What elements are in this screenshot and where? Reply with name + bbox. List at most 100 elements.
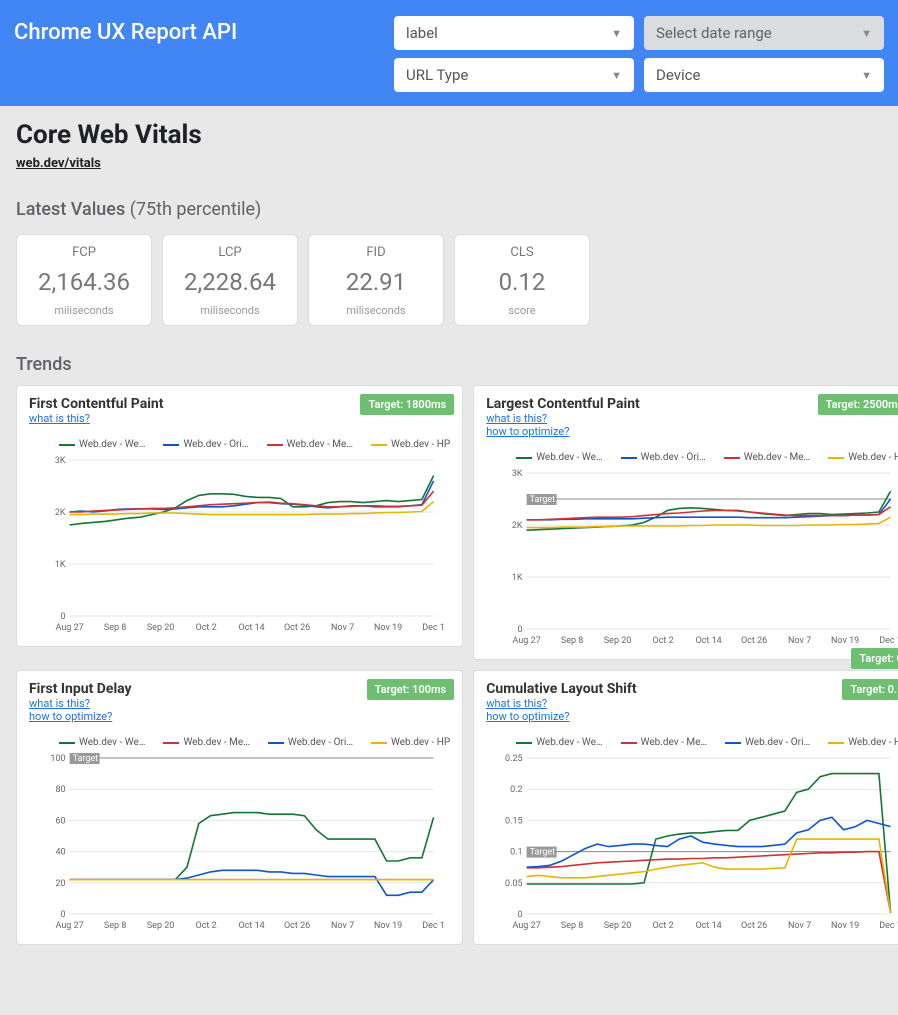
chart-svg-fcp: 01K2K3KAug 27Sep 8Sep 20Oct 2Oct 14Oct 2…: [29, 454, 450, 634]
metric-cards: FCP2,164.36milisecondsLCP2,228.64milisec…: [16, 234, 882, 326]
page-link[interactable]: web.dev/vitals: [16, 156, 101, 171]
svg-text:Sep 8: Sep 8: [561, 921, 583, 931]
svg-text:0.05: 0.05: [505, 879, 523, 889]
latest-sub: (75th percentile): [130, 199, 262, 220]
content: Core Web Vitals web.dev/vitals Latest Va…: [0, 106, 898, 965]
svg-text:Oct 14: Oct 14: [238, 623, 264, 633]
chart-legend: Web.dev - We…Web.dev - Ori…Web.dev - Me……: [516, 452, 898, 463]
svg-text:Nov 19: Nov 19: [831, 921, 859, 931]
select-3[interactable]: Device▼: [644, 58, 884, 92]
chevron-down-icon: ▼: [611, 27, 622, 40]
target-badge: Target: 100ms: [367, 679, 454, 700]
chart-card-cls: Target: 0.1 Cumulative Layout Shift what…: [473, 670, 898, 945]
target-badge: Target: 0.1: [851, 648, 898, 669]
svg-text:Oct 2: Oct 2: [653, 921, 674, 931]
charts-grid: Target: 1800ms First Contentful Paint wh…: [16, 385, 882, 945]
chart-link[interactable]: how to optimize?: [486, 425, 898, 438]
svg-text:Dec 1: Dec 1: [422, 623, 445, 633]
svg-text:2K: 2K: [55, 508, 66, 518]
chart-svg-cls: 00.050.10.150.20.25Aug 27Sep 8Sep 20Oct …: [486, 752, 898, 932]
svg-text:Sep 8: Sep 8: [104, 921, 126, 931]
chevron-down-icon: ▼: [861, 27, 872, 40]
svg-text:Aug 27: Aug 27: [513, 636, 541, 646]
svg-text:Oct 2: Oct 2: [196, 921, 217, 931]
metric-card-fid: FID22.91miliseconds: [308, 234, 444, 326]
svg-text:Aug 27: Aug 27: [513, 921, 541, 931]
svg-text:Oct 2: Oct 2: [196, 623, 217, 633]
svg-text:Nov 19: Nov 19: [831, 636, 859, 646]
svg-text:60: 60: [55, 816, 65, 826]
svg-text:Sep 8: Sep 8: [561, 636, 583, 646]
svg-text:Oct 2: Oct 2: [653, 636, 674, 646]
chart-legend: Web.dev - We…Web.dev - Ori…Web.dev - Me……: [59, 439, 450, 450]
page-header: Chrome UX Report API label▼ Select date r…: [0, 0, 898, 106]
page-title: Core Web Vitals: [16, 120, 882, 150]
svg-text:0: 0: [518, 625, 523, 635]
target-badge: Target: 2500ms: [818, 394, 898, 415]
svg-text:0.15: 0.15: [505, 816, 523, 826]
chart-card-fid: Target: 100ms First Input Delay what is …: [16, 670, 463, 945]
select-2[interactable]: URL Type▼: [394, 58, 634, 92]
svg-text:Nov 7: Nov 7: [788, 636, 811, 646]
chart-svg-lcp: 0 1K 2K 3K Aug 27 Sep 8 Sep 20 Oct 2 Oct 14 Oct 2…: [486, 467, 898, 647]
latest-label: Latest Values: [16, 199, 125, 220]
metric-card-lcp: LCP2,228.64miliseconds: [162, 234, 298, 326]
svg-text:Sep 20: Sep 20: [147, 921, 175, 931]
svg-text:Nov 19: Nov 19: [374, 921, 402, 931]
svg-text:Nov 7: Nov 7: [331, 623, 354, 633]
svg-text:Dec 1: Dec 1: [879, 921, 898, 931]
svg-text:Nov 19: Nov 19: [374, 623, 402, 633]
svg-text:20: 20: [55, 879, 65, 889]
svg-text:Oct 14: Oct 14: [696, 921, 722, 931]
svg-text:40: 40: [55, 848, 65, 858]
svg-text:Oct 26: Oct 26: [284, 623, 310, 633]
metric-card-cls: CLS0.12score: [454, 234, 590, 326]
select-0[interactable]: label▼: [394, 16, 634, 50]
svg-text:3K: 3K: [512, 469, 523, 479]
svg-text:Oct 26: Oct 26: [741, 636, 767, 646]
svg-text:Sep 8: Sep 8: [104, 623, 126, 633]
svg-text:Aug 27: Aug 27: [56, 623, 84, 633]
svg-text:Aug 27: Aug 27: [56, 921, 84, 931]
chart-legend: Web.dev - We…Web.dev - Me…Web.dev - Ori……: [59, 737, 450, 748]
header-title: Chrome UX Report API: [14, 16, 384, 92]
latest-values-heading: Latest Values (75th percentile): [16, 199, 882, 220]
metric-card-fcp: FCP2,164.36miliseconds: [16, 234, 152, 326]
svg-text:1K: 1K: [55, 560, 66, 570]
select-1[interactable]: Select date range▼: [644, 16, 884, 50]
svg-text:0.25: 0.25: [505, 754, 523, 764]
header-selects: label▼ Select date range▼ URL Type▼ Device▼: [394, 16, 884, 92]
svg-text:Dec 1: Dec 1: [422, 921, 445, 931]
svg-text:Sep 20: Sep 20: [604, 921, 632, 931]
target-badge: Target: 0.1: [842, 679, 898, 700]
svg-text:2K: 2K: [512, 521, 523, 531]
chart-link[interactable]: what is this?: [486, 697, 898, 710]
chart-svg-fid: 0 20 40 60 80 100 Aug 27 Sep 8 Sep 20 Oct 2 Oct 14…: [29, 752, 450, 932]
chart-legend: Web.dev - We…Web.dev - Me…Web.dev - Ori……: [516, 737, 898, 748]
chart-card-fcp: Target: 1800ms First Contentful Paint wh…: [16, 385, 463, 647]
chart-link[interactable]: how to optimize?: [486, 710, 898, 723]
svg-text:Target: Target: [530, 495, 556, 505]
target-badge: Target: 1800ms: [360, 394, 454, 415]
svg-text:Target: Target: [73, 754, 99, 764]
chart-card-lcp: Target: 2500ms Largest Contentful Paint …: [473, 385, 898, 660]
svg-text:1K: 1K: [512, 573, 523, 583]
svg-text:Oct 14: Oct 14: [696, 636, 722, 646]
svg-text:Sep 20: Sep 20: [604, 636, 632, 646]
svg-text:0.1: 0.1: [510, 848, 523, 858]
svg-text:0: 0: [61, 910, 66, 920]
svg-text:0: 0: [61, 612, 66, 622]
svg-text:Oct 26: Oct 26: [284, 921, 310, 931]
svg-text:0: 0: [518, 910, 523, 920]
svg-text:Oct 14: Oct 14: [238, 921, 264, 931]
chart-link[interactable]: how to optimize?: [29, 710, 450, 723]
svg-text:80: 80: [55, 785, 65, 795]
trends-heading: Trends: [16, 354, 882, 375]
svg-text:3K: 3K: [55, 456, 66, 466]
svg-text:Nov 7: Nov 7: [331, 921, 354, 931]
svg-text:100: 100: [50, 754, 65, 764]
chart-title: Cumulative Layout Shift: [486, 681, 898, 697]
svg-text:Target: Target: [530, 848, 556, 858]
chevron-down-icon: ▼: [861, 69, 872, 82]
svg-text:Dec 1: Dec 1: [879, 636, 898, 646]
